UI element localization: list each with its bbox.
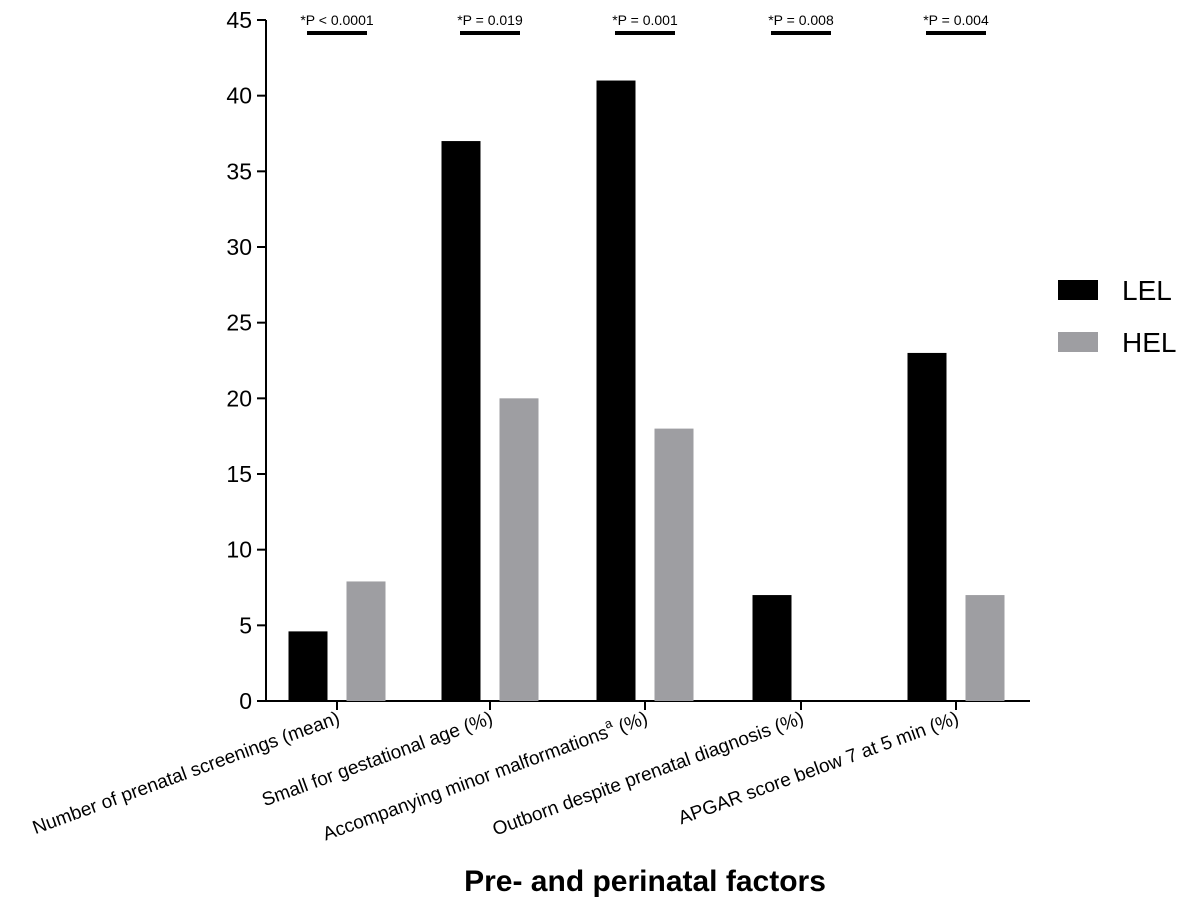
legend: LEL HEL: [1058, 275, 1176, 358]
significance-label: *P = 0.001: [612, 12, 678, 28]
bar-hel: [965, 595, 1005, 701]
y-tick-label: 45: [226, 7, 252, 33]
significance-label: *P < 0.0001: [300, 12, 374, 28]
legend-swatch-hel: [1058, 332, 1098, 352]
y-tick-label: 25: [226, 310, 252, 336]
x-tick-label: Number of prenatal screenings (mean): [30, 708, 343, 839]
bar-lel: [288, 631, 328, 701]
y-tick-label: 10: [226, 537, 252, 563]
bar-hel: [499, 398, 539, 701]
y-axis: 0 5 10 15 20 25 30 35 40 45: [226, 7, 267, 714]
significance-label: *P = 0.019: [457, 12, 523, 28]
bar-lel: [752, 595, 792, 701]
y-tick-label: 20: [226, 385, 252, 411]
x-axis-title: Pre- and perinatal factors: [464, 865, 826, 898]
bar-lel: [907, 352, 947, 701]
y-tick-label: 5: [239, 612, 252, 638]
x-tick-label: APGAR score below 7 at 5 min (%): [676, 708, 962, 829]
significance-label: *P = 0.004: [923, 12, 989, 28]
y-tick-label: 40: [226, 83, 252, 109]
legend-swatch-lel: [1058, 280, 1098, 300]
y-tick-label: 15: [226, 461, 252, 487]
significance-label: *P = 0.008: [768, 12, 834, 28]
bar-lel: [596, 80, 636, 702]
y-tick-label: 0: [239, 688, 252, 714]
x-axis: Number of prenatal screenings (mean)Smal…: [30, 700, 1030, 845]
legend-label-hel: HEL: [1122, 327, 1176, 358]
bars: [288, 80, 1005, 702]
significance-annotations: *P < 0.0001 *P = 0.019 *P = 0.001 *P = 0.00…: [300, 12, 989, 35]
bar-lel: [441, 141, 481, 702]
bar-hel: [346, 581, 386, 701]
bar-hel: [654, 428, 694, 701]
legend-label-lel: LEL: [1122, 275, 1172, 306]
y-tick-label: 35: [226, 158, 252, 184]
y-tick-label: 30: [226, 234, 252, 260]
